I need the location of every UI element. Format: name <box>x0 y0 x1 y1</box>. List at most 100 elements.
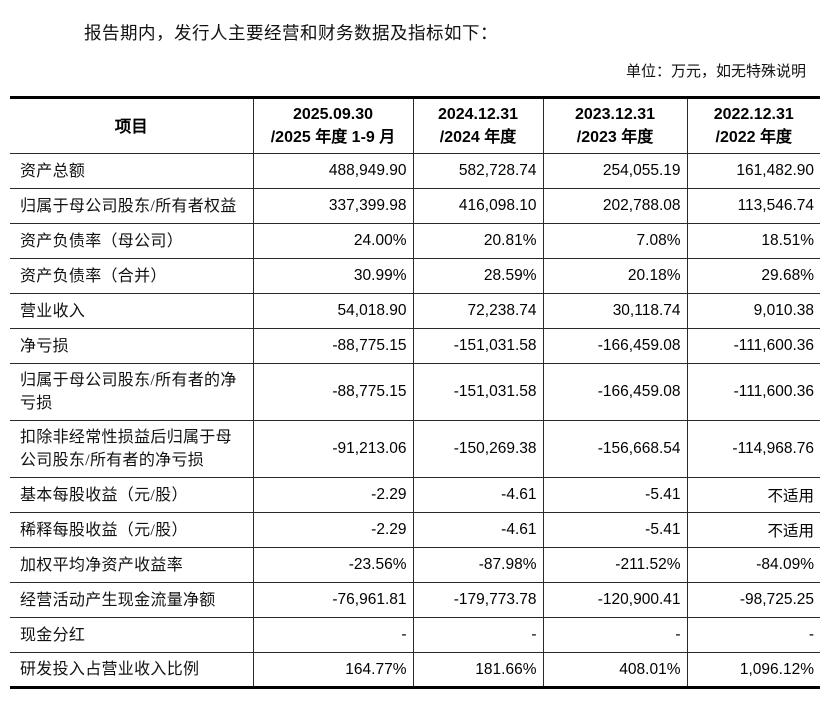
table-row: 研发投入占营业收入比例 164.77% 181.66% 408.01% 1,09… <box>10 652 820 688</box>
column-header-period-2022: 2022.12.31 /2022 年度 <box>686 97 820 154</box>
cell-value: 416,098.10 <box>412 188 543 224</box>
period-range: /2022 年度 <box>715 129 793 146</box>
row-label: 营业收入 <box>10 293 253 329</box>
cell-value: -2.29 <box>252 477 413 513</box>
column-header-item: 项目 <box>10 97 253 154</box>
cell-value: - <box>412 617 543 653</box>
cell-value: -88,775.15 <box>252 328 413 364</box>
period-range: /2024 年度 <box>439 129 517 146</box>
cell-value: -98,725.25 <box>686 582 820 618</box>
cell-value: 18.51% <box>686 223 820 259</box>
period-range: /2025 年度 1-9 月 <box>270 129 396 146</box>
column-header-period-2023: 2023.12.31 /2023 年度 <box>542 97 687 154</box>
cell-value: -4.61 <box>412 512 543 548</box>
cell-value: -150,269.38 <box>412 420 543 478</box>
cell-value: 161,482.90 <box>686 153 820 189</box>
cell-value: -211.52% <box>542 547 687 583</box>
table-row: 资产负债率（合并） 30.99% 28.59% 20.18% 29.68% <box>10 258 820 294</box>
row-label: 净亏损 <box>10 328 253 364</box>
cell-value: 30.99% <box>252 258 413 294</box>
cell-value: -166,459.08 <box>542 363 687 421</box>
unit-note: 单位：万元，如无特殊说明 <box>625 64 806 80</box>
cell-value: -4.61 <box>412 477 543 513</box>
row-label: 现金分红 <box>10 617 253 653</box>
cell-value: 不适用 <box>686 477 820 513</box>
cell-value: -111,600.36 <box>686 363 820 421</box>
cell-value: 不适用 <box>686 512 820 548</box>
cell-value: -2.29 <box>252 512 413 548</box>
cell-value: -151,031.58 <box>412 363 543 421</box>
cell-value: 9,010.38 <box>686 293 820 329</box>
cell-value: -84.09% <box>686 547 820 583</box>
cell-value: 7.08% <box>542 223 687 259</box>
cell-value: -151,031.58 <box>412 328 543 364</box>
column-header-period-2025: 2025.09.30 /2025 年度 1-9 月 <box>252 97 413 154</box>
cell-value: -120,900.41 <box>542 582 687 618</box>
cell-value: -156,668.54 <box>542 420 687 478</box>
table-row: 资产总额 488,949.90 582,728.74 254,055.19 16… <box>10 153 820 189</box>
cell-value: -5.41 <box>542 477 687 513</box>
table-row: 资产负债率（母公司） 24.00% 20.81% 7.08% 18.51% <box>10 223 820 259</box>
cell-value: - <box>252 617 413 653</box>
row-label: 加权平均净资产收益率 <box>10 547 253 583</box>
cell-value: -111,600.36 <box>686 328 820 364</box>
cell-value: 29.68% <box>686 258 820 294</box>
cell-value: 28.59% <box>412 258 543 294</box>
cell-value: 408.01% <box>542 652 687 688</box>
row-label: 基本每股收益（元/股） <box>10 477 253 513</box>
period-range: /2023 年度 <box>576 129 654 146</box>
cell-value: 164.77% <box>252 652 413 688</box>
cell-value: -76,961.81 <box>252 582 413 618</box>
cell-value: -91,213.06 <box>252 420 413 478</box>
header-row: 项目 2025.09.30 /2025 年度 1-9 月 2024.12.31 … <box>10 97 820 154</box>
report-intro-text: 报告期内，发行人主要经营和财务数据及指标如下： <box>84 23 498 43</box>
table-row: 营业收入 54,018.90 72,238.74 30,118.74 9,010… <box>10 293 820 329</box>
row-label: 资产总额 <box>10 153 253 189</box>
table-row: 净亏损 -88,775.15 -151,031.58 -166,459.08 -… <box>10 328 820 364</box>
cell-value: 54,018.90 <box>252 293 413 329</box>
cell-value: 1,096.12% <box>686 652 820 688</box>
row-label: 经营活动产生现金流量净额 <box>10 582 253 618</box>
table-row: 稀释每股收益（元/股） -2.29 -4.61 -5.41 不适用 <box>10 512 820 548</box>
cell-value: 202,788.08 <box>542 188 687 224</box>
cell-value: -179,773.78 <box>412 582 543 618</box>
row-label: 资产负债率（母公司） <box>10 223 253 259</box>
cell-value: 30,118.74 <box>542 293 687 329</box>
cell-value: 113,546.74 <box>686 188 820 224</box>
cell-value: 181.66% <box>412 652 543 688</box>
cell-value: 488,949.90 <box>252 153 413 189</box>
table-row: 归属于母公司股东/所有者权益 337,399.98 416,098.10 202… <box>10 188 820 224</box>
row-label: 扣除非经常性损益后归属于母公司股东/所有者的净亏损 <box>10 420 253 478</box>
cell-value: 254,055.19 <box>542 153 687 189</box>
cell-value: 582,728.74 <box>412 153 543 189</box>
cell-value: - <box>686 617 820 653</box>
column-header-period-2024: 2024.12.31 /2024 年度 <box>412 97 543 154</box>
row-label: 归属于母公司股东/所有者的净亏损 <box>10 363 253 421</box>
row-label: 研发投入占营业收入比例 <box>10 652 253 688</box>
cell-value: 20.18% <box>542 258 687 294</box>
period-date: 2025.09.30 <box>292 106 374 123</box>
cell-value: - <box>542 617 687 653</box>
table-row: 加权平均净资产收益率 -23.56% -87.98% -211.52% -84.… <box>10 547 820 583</box>
row-label: 资产负债率（合并） <box>10 258 253 294</box>
period-date: 2023.12.31 <box>574 106 656 123</box>
row-label: 归属于母公司股东/所有者权益 <box>10 188 253 224</box>
cell-value: -88,775.15 <box>252 363 413 421</box>
table-row: 归属于母公司股东/所有者的净亏损 -88,775.15 -151,031.58 … <box>10 363 820 421</box>
table-row: 现金分红 - - - - <box>10 617 820 653</box>
period-date: 2024.12.31 <box>437 106 519 123</box>
period-date: 2022.12.31 <box>713 106 794 123</box>
cell-value: -5.41 <box>542 512 687 548</box>
cell-value: 20.81% <box>412 223 543 259</box>
row-label: 稀释每股收益（元/股） <box>10 512 253 548</box>
cell-value: 24.00% <box>252 223 413 259</box>
cell-value: -87.98% <box>412 547 543 583</box>
financial-data-table: 项目 2025.09.30 /2025 年度 1-9 月 2024.12.31 … <box>10 96 820 689</box>
table-row: 扣除非经常性损益后归属于母公司股东/所有者的净亏损 -91,213.06 -15… <box>10 420 820 478</box>
cell-value: -23.56% <box>252 547 413 583</box>
report-page: 报告期内，发行人主要经营和财务数据及指标如下： 单位：万元，如无特殊说明 项目 … <box>0 21 832 708</box>
table-row: 经营活动产生现金流量净额 -76,961.81 -179,773.78 -120… <box>10 582 820 618</box>
cell-value: -114,968.76 <box>686 420 820 478</box>
cell-value: -166,459.08 <box>542 328 687 364</box>
cell-value: 337,399.98 <box>252 188 413 224</box>
